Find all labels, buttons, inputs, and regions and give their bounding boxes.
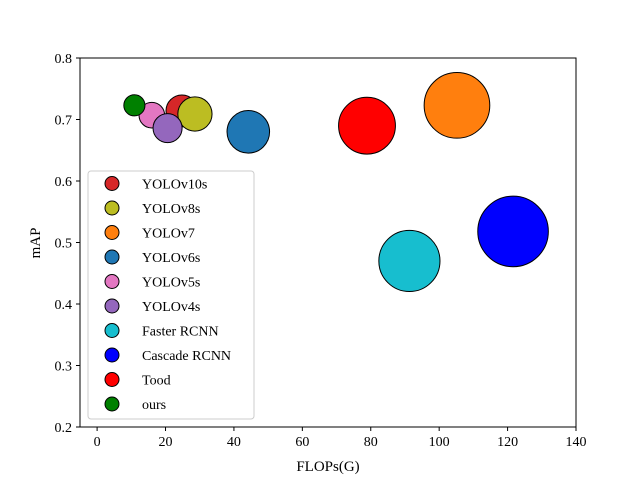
y-axis-ticks: 0.2 0.3 0.4 0.5 0.6 0.7 0.8 (55, 52, 80, 436)
x-tick-label: 0 (94, 435, 101, 450)
x-tick-label: 120 (497, 435, 518, 450)
x-tick-label: 80 (364, 435, 378, 450)
y-tick-label: 0.8 (55, 52, 73, 67)
y-tick-label: 0.7 (55, 114, 73, 129)
bubble-yolov6s (226, 110, 271, 154)
y-tick-label: 0.4 (55, 298, 73, 313)
y-tick-label: 0.5 (55, 237, 73, 252)
x-axis-ticks: 0 20 40 60 80 100 120 140 (94, 427, 587, 450)
legend-marker (104, 298, 120, 314)
legend-marker (104, 396, 120, 412)
x-tick-label: 140 (566, 435, 587, 450)
legend-box (87, 170, 255, 420)
legend-marker (104, 176, 120, 191)
legend-label: YOLOv7 (142, 227, 195, 242)
x-tick-label: 40 (227, 435, 241, 450)
legend-label: YOLOv4s (142, 300, 200, 315)
legend-label: ours (142, 398, 166, 413)
bubble-cascade-rcnn (477, 195, 549, 268)
y-tick-label: 0.6 (55, 175, 73, 190)
legend-marker (104, 323, 120, 338)
legend-marker (104, 274, 120, 289)
legend-marker (104, 249, 120, 265)
bubble-yolov8s (177, 96, 213, 132)
legend: YOLOv10s YOLOv8s YOLOv7 YOLOv6s YOLOv5s YOLOv… (87, 170, 255, 420)
x-tick-label: 100 (429, 435, 450, 450)
legend-label: YOLOv6s (142, 251, 200, 266)
y-tick-label: 0.3 (55, 360, 73, 375)
y-axis-label: mAP (28, 228, 44, 259)
x-axis-label: FLOPs(G) (296, 459, 359, 475)
bubble-faster-rcnn (378, 229, 441, 293)
bubble-yolov7 (423, 72, 491, 139)
legend-marker (104, 372, 120, 387)
legend-label: YOLOv5s (142, 276, 200, 291)
legend-marker (104, 347, 120, 363)
legend-label: YOLOv10s (142, 178, 207, 193)
legend-label: YOLOv8s (142, 202, 200, 217)
legend-label: Faster RCNN (142, 325, 219, 340)
x-tick-label: 20 (159, 435, 173, 450)
bubble-tood (338, 96, 396, 155)
legend-marker (104, 225, 120, 240)
bubble-ours (123, 94, 146, 117)
legend-marker (104, 200, 120, 216)
legend-label: Tood (142, 374, 171, 389)
bubble-yolov4s (152, 113, 183, 144)
y-tick-label: 0.2 (55, 421, 73, 436)
x-tick-label: 60 (295, 435, 309, 450)
legend-label: Cascade RCNN (142, 349, 231, 364)
bubbles-layer (123, 72, 549, 293)
